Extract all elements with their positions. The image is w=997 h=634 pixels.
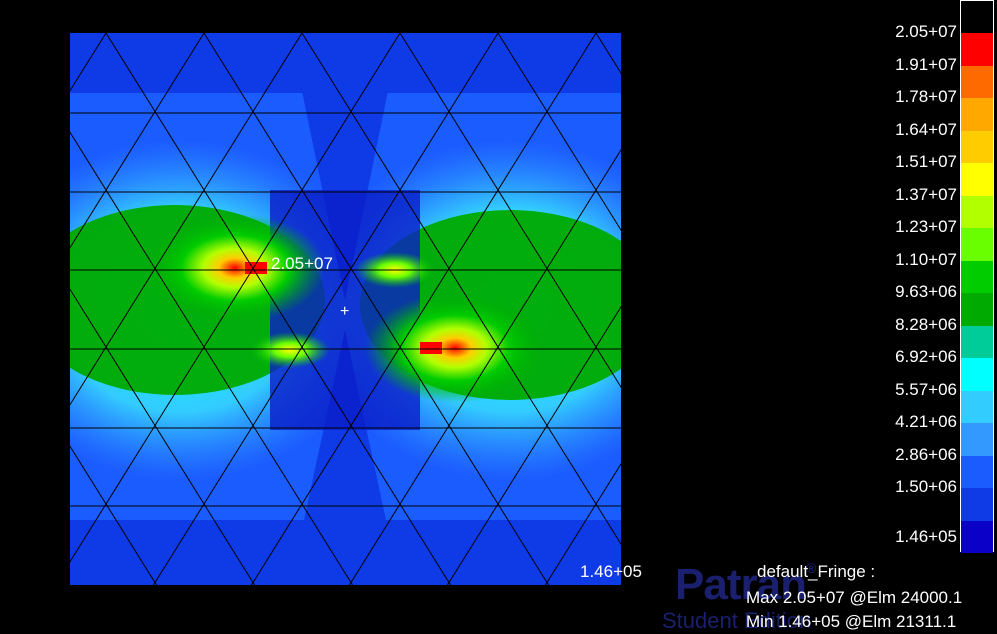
- mesh-edge: [251, 33, 597, 585]
- mesh-edge: [301, 33, 621, 545]
- fringe-max-info: Max 2.05+07 @Elm 24000.1: [746, 588, 963, 607]
- registered-mark: ®: [805, 560, 816, 576]
- min-value-marker-label: 1.46+05: [580, 562, 642, 581]
- mesh-edge: [70, 33, 205, 249]
- warm-spot-left: [250, 332, 330, 368]
- low-stress-x-lower: [290, 330, 400, 585]
- stress-fringe-plot: [70, 33, 621, 585]
- element-mesh: [70, 33, 621, 585]
- max-value-marker-label: 2.05+07: [271, 254, 333, 273]
- mesh-edge: [399, 33, 621, 388]
- peak-cell-right: [420, 342, 442, 354]
- mesh-edge: [153, 33, 499, 585]
- mesh-edge: [545, 463, 621, 585]
- mesh-edge: [70, 445, 157, 585]
- mesh-edge: [105, 33, 451, 585]
- fringe-min-info: Min 1.46+05 @Elm 21311.1: [746, 612, 957, 631]
- low-stress-x-upper: [290, 33, 400, 300]
- mesh-edge: [70, 33, 303, 406]
- mesh-edge: [497, 33, 621, 231]
- mesh-edge: [349, 149, 621, 585]
- mesh-edge: [70, 131, 353, 585]
- patran-edition-label: Student Edition: [662, 608, 812, 633]
- hot-spot-left: [145, 213, 325, 323]
- mesh-edge: [70, 33, 401, 563]
- mesh-edge: [203, 33, 549, 585]
- mesh-edge: [447, 306, 621, 585]
- patran-logo-brand: Patran: [675, 560, 807, 609]
- fringe-title: default_Fringe :: [757, 562, 876, 581]
- mesh-edge: [70, 288, 255, 585]
- pick-marker: +: [340, 303, 349, 320]
- patran-logo: Patran®: [675, 560, 816, 610]
- hot-spot-right: [365, 293, 545, 403]
